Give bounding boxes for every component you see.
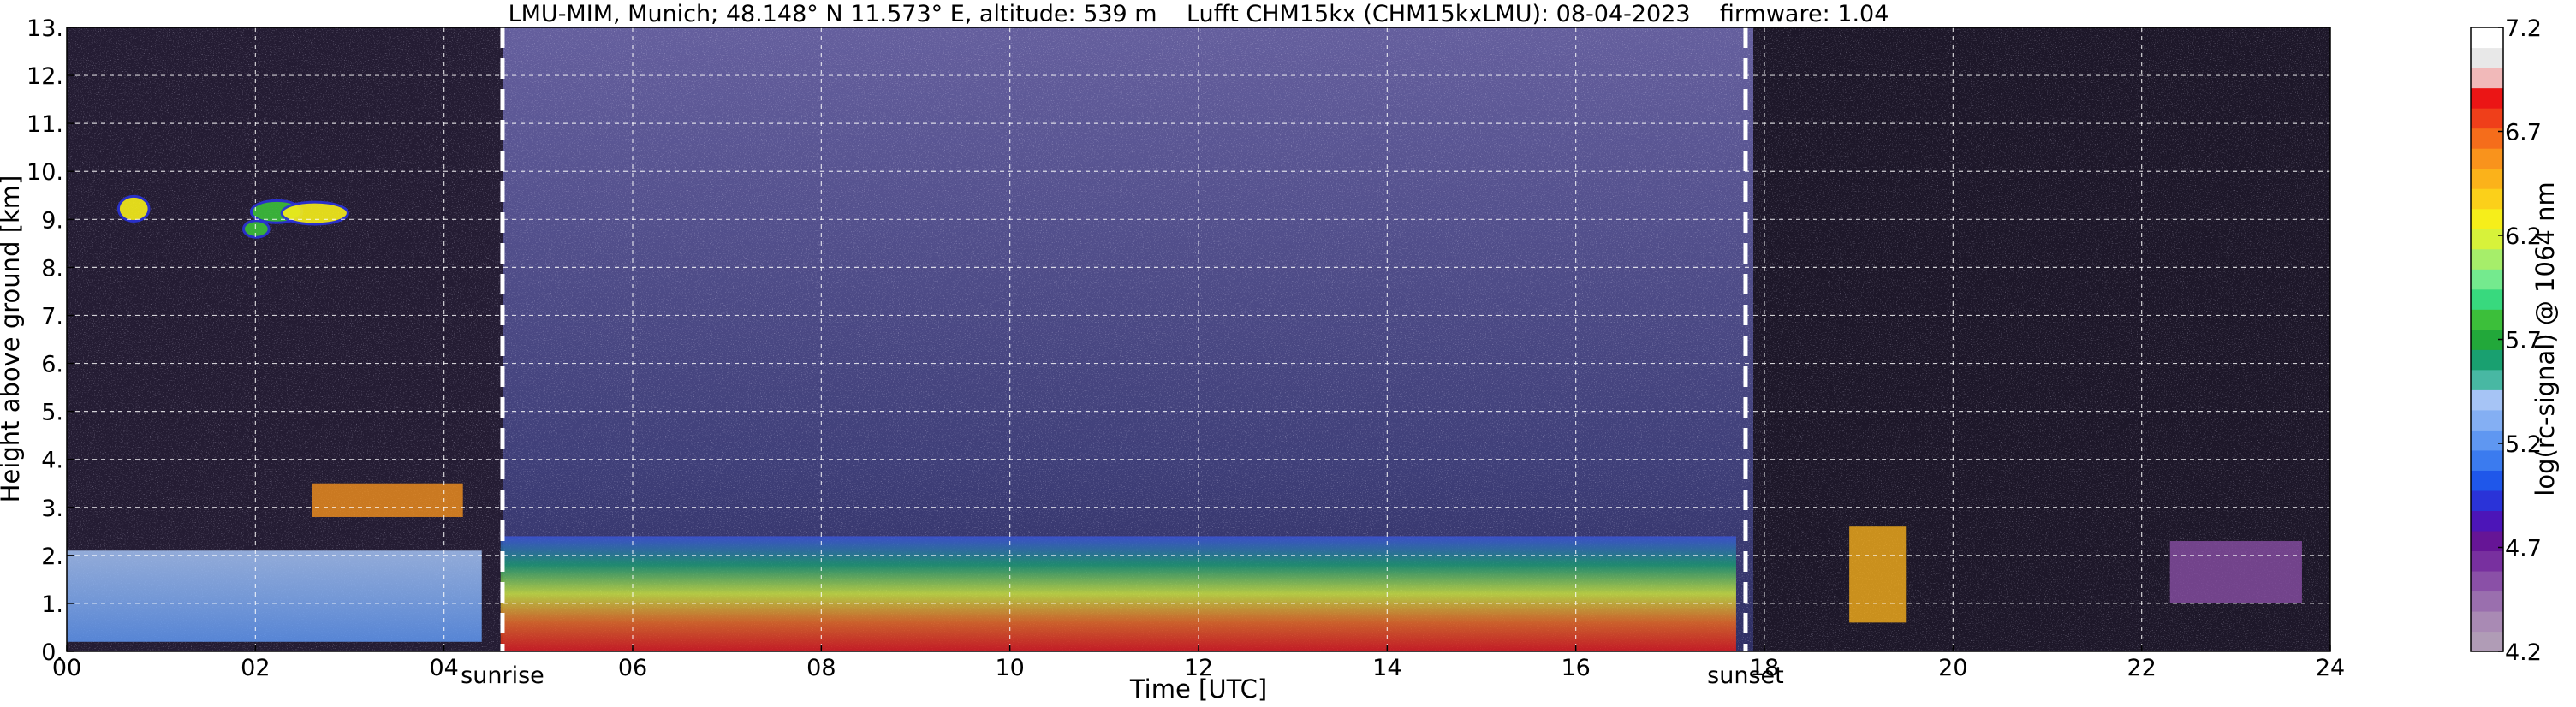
colorbar-segment [2471, 288, 2503, 310]
y-axis-label: Height above ground [km] [0, 175, 25, 503]
x-tick-label: 22 [2127, 655, 2156, 681]
x-tick-label: 12 [1184, 655, 1213, 681]
colorbar-segment [2471, 208, 2503, 229]
colorbar-segment [2471, 148, 2503, 169]
marker-label-sunset: sunset [1707, 662, 1784, 689]
colorbar-segment [2471, 389, 2503, 411]
colorbar-segment [2471, 369, 2503, 390]
y-tick-label: 1. [41, 591, 63, 618]
x-tick-label: 10 [995, 655, 1024, 681]
colorbar-segment [2471, 188, 2503, 210]
x-tick-label: 20 [1938, 655, 1967, 681]
colorbar-tick-label: 6.2 [2505, 223, 2542, 250]
x-tick-label: 24 [2316, 655, 2345, 681]
colorbar-tick-label: 4.7 [2505, 536, 2542, 562]
colorbar-tick-label: 6.7 [2505, 120, 2542, 146]
colorbar-segment [2471, 490, 2503, 511]
colorbar-segment [2471, 108, 2503, 129]
x-tick-label: 00 [52, 655, 81, 681]
feature-aerosol-layer [2169, 541, 2302, 603]
colorbar-segment [2471, 430, 2503, 451]
y-tick-label: 13. [27, 15, 63, 42]
x-tick-label: 08 [806, 655, 836, 681]
colorbar-segment [2471, 591, 2503, 612]
y-tick-label: 9. [41, 207, 63, 234]
feature-boundary-layer [500, 536, 1736, 651]
grid-lines [67, 27, 2330, 651]
colorbar-segment [2471, 470, 2503, 491]
feature-layer [67, 194, 2302, 651]
x-tick-label: 16 [1561, 655, 1590, 681]
colorbar-segment [2471, 47, 2503, 68]
y-axis: 0. 1. 2. 3. 4. 5. 6. 7. 8. 9. 10. 11. 12. 13. [27, 15, 74, 666]
y-tick-label: 11. [27, 111, 63, 138]
x-tick-label: 02 [241, 655, 270, 681]
y-tick-label: 6. [41, 352, 63, 378]
colorbar-segment [2471, 269, 2503, 290]
y-tick-label: 2. [41, 544, 63, 570]
chart-title: LMU-MIM, Munich; 48.148° N 11.573° E, al… [509, 1, 1889, 27]
colorbar-segment [2471, 510, 2503, 532]
y-tick-label: 12. [27, 63, 63, 90]
x-tick-label: 06 [618, 655, 647, 681]
colorbar-tick-label: 7.2 [2505, 15, 2542, 42]
colorbar-tick-label: 4.2 [2505, 639, 2542, 666]
colorbar-segment [2471, 309, 2503, 330]
marker-lines [500, 27, 1748, 651]
marker-label-sunrise: sunrise [461, 662, 544, 689]
colorbar-segment [2471, 610, 2503, 633]
colorbar-segment [2471, 87, 2503, 109]
feature-cirrus-patch [280, 200, 349, 226]
colorbar-segment [2471, 570, 2503, 592]
y-tick-label: 8. [41, 255, 63, 282]
y-tick-label: 7. [41, 303, 63, 330]
marker-labels: sunrise sunset [461, 662, 1784, 689]
colorbar-segment [2471, 329, 2503, 350]
colorbar-segment [2471, 349, 2503, 371]
colorbar-segment [2471, 409, 2503, 431]
x-tick-label: 04 [429, 655, 458, 681]
y-tick-label: 0. [41, 639, 63, 666]
x-tick-label: 14 [1372, 655, 1401, 681]
feature-cirrus-patch [116, 194, 151, 223]
y-tick-label: 10. [27, 159, 63, 186]
x-tick-label: 18 [1750, 655, 1779, 681]
colorbar-segment [2471, 68, 2503, 89]
x-axis-label: Time [UTC] [1129, 674, 1267, 704]
colorbar-segment [2471, 27, 2503, 49]
colorbar-ticks: 4.2 4.7 5.2 5.7 6.2 6.7 7.2 [2498, 15, 2542, 666]
y-tick-label: 4. [41, 448, 63, 474]
colorbar-segment [2471, 449, 2503, 471]
colorbar-tick-label: 5.2 [2505, 431, 2542, 458]
feature-cirrus-patch [241, 219, 271, 239]
y-tick-label: 5. [41, 400, 63, 426]
colorbar-segment [2471, 229, 2503, 250]
x-axis: 00 02 04 06 08 10 12 14 16 18 20 22 24 [52, 645, 2345, 681]
plot-area [67, 27, 2330, 651]
colorbar-segment [2471, 128, 2503, 149]
colorbar-segment [2471, 550, 2503, 572]
colorbar [2470, 27, 2504, 652]
colorbar-segment [2471, 248, 2503, 270]
feature-clouds [1849, 526, 1907, 623]
colorbar-label: log(rc-signal) @ 1064 nm [2531, 181, 2560, 496]
y-tick-label: 3. [41, 496, 63, 522]
colorbar-segment [2471, 168, 2503, 189]
colorbar-tick-label: 5.7 [2505, 328, 2542, 354]
feature-residual-layer [67, 550, 482, 642]
colorbar-segment [2471, 631, 2503, 652]
feature-elevated-layer [312, 483, 463, 517]
colorbar-segment [2471, 530, 2503, 552]
